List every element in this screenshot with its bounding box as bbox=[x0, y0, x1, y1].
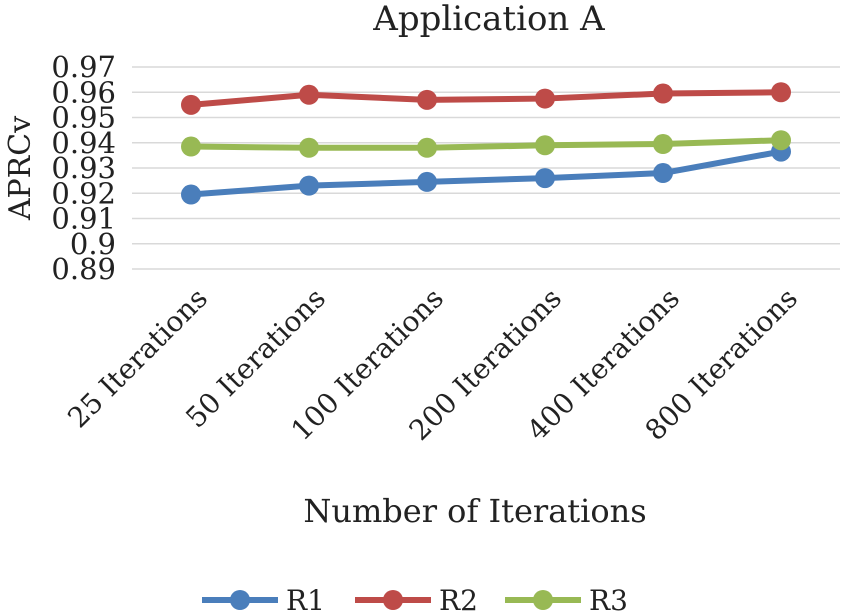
data-point bbox=[417, 89, 437, 110]
legend-item-r2: R2 bbox=[355, 584, 478, 613]
data-point bbox=[181, 94, 201, 115]
data-point bbox=[535, 135, 555, 156]
y-tick-label: 0.89 bbox=[51, 252, 116, 286]
data-point bbox=[181, 136, 201, 157]
gridlines bbox=[132, 66, 840, 270]
data-point bbox=[299, 84, 319, 105]
y-axis-label: APRCv bbox=[3, 116, 38, 221]
y-tick-label: 0.97 bbox=[51, 50, 116, 84]
y-tick-label: 0.91 bbox=[51, 202, 116, 236]
legend-label: R3 bbox=[589, 584, 628, 613]
y-tick-label: 0.94 bbox=[51, 126, 116, 160]
data-point bbox=[417, 137, 437, 158]
data-point bbox=[653, 134, 673, 155]
data-point bbox=[653, 83, 673, 104]
series-line bbox=[188, 137, 784, 151]
series-r2 bbox=[181, 82, 791, 115]
data-point bbox=[535, 168, 555, 189]
series-line bbox=[188, 89, 784, 108]
series-group bbox=[181, 82, 791, 205]
y-tick-label: 0.96 bbox=[51, 75, 116, 109]
legend-point-marker bbox=[533, 590, 553, 610]
data-point bbox=[299, 175, 319, 196]
data-point bbox=[771, 130, 791, 151]
data-point bbox=[417, 171, 437, 192]
legend-label: R2 bbox=[439, 584, 478, 613]
legend-item-r1: R1 bbox=[202, 584, 325, 613]
y-tick-label: 0.93 bbox=[51, 151, 116, 185]
data-point bbox=[771, 82, 791, 103]
y-tick-label: 0.92 bbox=[51, 176, 116, 210]
data-point bbox=[653, 163, 673, 184]
series-r1 bbox=[181, 141, 791, 205]
data-point bbox=[299, 137, 319, 158]
x-axis-label: Number of Iterations bbox=[303, 492, 646, 530]
y-tick-labels: 0.970.960.950.940.930.920.910.90.89 bbox=[51, 50, 116, 286]
series-line bbox=[188, 148, 784, 198]
y-tick-label: 0.95 bbox=[51, 101, 116, 135]
chart-title: Application A bbox=[372, 0, 605, 39]
legend-label: R1 bbox=[286, 584, 325, 613]
y-tick-label: 0.9 bbox=[70, 227, 116, 261]
data-point bbox=[535, 88, 555, 109]
legend: R1 R2 R3 bbox=[202, 584, 628, 613]
series-r3 bbox=[181, 130, 791, 158]
legend-item-r3: R3 bbox=[505, 584, 628, 613]
legend-point-marker bbox=[383, 590, 403, 610]
legend-point-marker bbox=[230, 590, 250, 610]
data-point bbox=[181, 184, 201, 205]
